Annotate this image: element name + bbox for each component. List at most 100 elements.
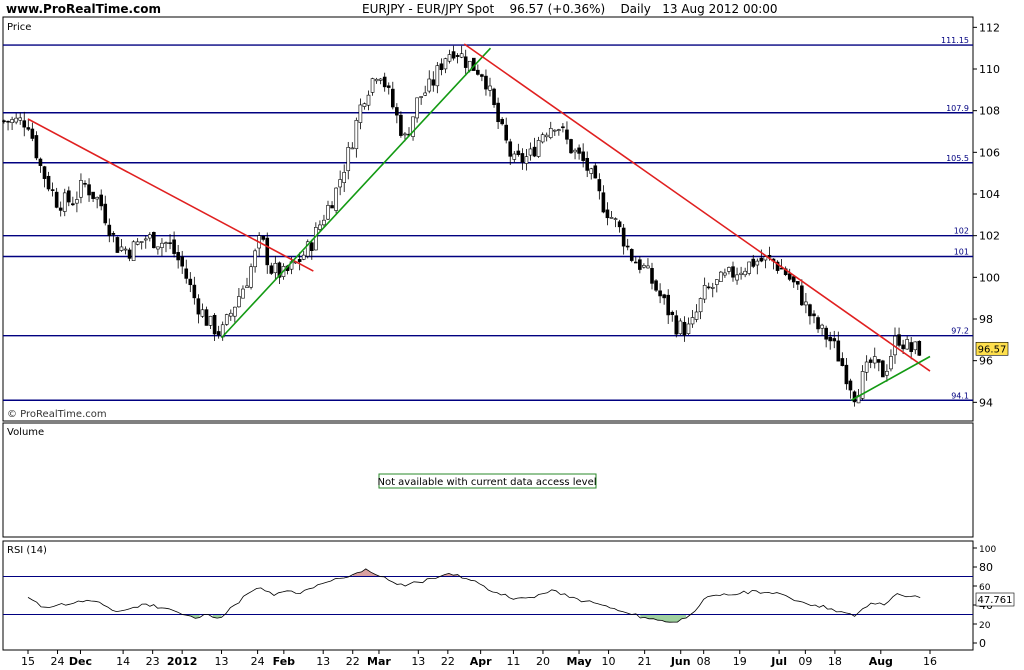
- price-tick-label: 100: [979, 271, 1000, 284]
- time-tick-label: 22: [441, 655, 455, 668]
- candle-body: [654, 280, 658, 291]
- rsi-panel[interactable]: RSI (14) 020406080100 47.761: [2, 540, 1015, 651]
- rsi-value-tag: 47.761: [975, 592, 1015, 607]
- candle-body: [184, 268, 189, 279]
- candle-body: [172, 239, 176, 254]
- trendline: [850, 355, 931, 401]
- candle-body: [67, 190, 71, 203]
- candle-body: [476, 69, 480, 75]
- candle-body: [905, 339, 909, 350]
- price-panel[interactable]: Price © ProRealTime.com 111.15 107.9 105.5…: [2, 16, 1009, 422]
- price-tick-label: 102: [979, 230, 1000, 243]
- candle-body: [386, 85, 391, 88]
- time-tick-label: 10: [602, 655, 616, 668]
- candle-body: [496, 102, 500, 123]
- candle-body: [500, 118, 504, 125]
- candle-body: [196, 298, 201, 315]
- level-label: 97.2: [951, 327, 969, 336]
- candle-body: [42, 166, 47, 179]
- candle-body: [168, 242, 172, 244]
- candle-body: [10, 119, 14, 124]
- candle-body: [613, 218, 618, 220]
- candle-body: [540, 134, 545, 143]
- candle-body: [901, 344, 905, 350]
- candle-body: [350, 147, 355, 150]
- candle-body: [338, 179, 342, 188]
- candle-body: [156, 246, 160, 250]
- candle-body: [731, 266, 735, 278]
- candle-body: [143, 238, 148, 241]
- level-lines: 111.15 107.9 105.5 102 101 97.2 94.1: [3, 36, 973, 401]
- candle-body: [735, 274, 739, 281]
- volume-notice: Not available with current data access l…: [377, 477, 596, 488]
- candle-body: [95, 196, 99, 200]
- candle-body: [492, 88, 496, 106]
- candle-body: [435, 65, 440, 87]
- candle-body: [297, 259, 302, 262]
- price-axis-ticks: 94 96 98 100 102 104 106 108 110 112: [973, 21, 1000, 409]
- candle-body: [524, 156, 529, 164]
- candle-body: [192, 284, 197, 299]
- candle-body: [188, 278, 193, 286]
- candle-body: [322, 219, 326, 226]
- candle-body: [314, 227, 318, 251]
- candle-body: [885, 370, 889, 376]
- candle-body: [26, 127, 31, 130]
- volume-panel[interactable]: Volume Not available with current data a…: [2, 422, 974, 538]
- candle-body: [480, 74, 484, 77]
- candle-body: [601, 192, 606, 213]
- candle-body: [439, 63, 444, 71]
- candle-body: [115, 237, 120, 253]
- candle-body: [787, 273, 792, 280]
- candle-body: [569, 139, 573, 154]
- candle-body: [91, 191, 95, 199]
- candle-body: [872, 356, 877, 364]
- current-price-tag-box: [975, 341, 1009, 356]
- candle-body: [844, 364, 849, 385]
- candle-body: [123, 248, 128, 251]
- candle-body: [876, 359, 881, 363]
- candle-body: [747, 261, 752, 274]
- candle-body: [621, 227, 626, 247]
- candle-body: [666, 294, 671, 316]
- watermark: © ProRealTime.com: [7, 409, 107, 420]
- candle-body: [83, 183, 87, 185]
- candle-body: [419, 96, 423, 98]
- candle-body: [305, 241, 310, 257]
- candle-body: [658, 290, 662, 297]
- candle-body: [374, 78, 379, 82]
- level-label: 102: [954, 227, 969, 236]
- candle-body: [180, 256, 184, 267]
- candle-body: [62, 192, 67, 212]
- candle-body: [609, 217, 614, 219]
- trendlines: [27, 43, 931, 401]
- candle-body: [552, 129, 557, 132]
- candle-body: [816, 317, 820, 330]
- candle-body: [561, 126, 565, 129]
- candle-body: [261, 235, 266, 240]
- site-name[interactable]: www.ProRealTime.com: [6, 2, 161, 16]
- price-tick-label: 104: [979, 188, 1000, 201]
- candle-body: [759, 257, 764, 262]
- candle-body: [897, 334, 901, 346]
- candle-body: [532, 146, 537, 157]
- candle-body: [176, 252, 180, 261]
- time-tick-label: 22: [346, 655, 360, 668]
- candle-body: [516, 150, 521, 156]
- candle-body: [403, 133, 407, 136]
- time-tick-label: 24: [251, 655, 265, 668]
- candle-body: [763, 256, 768, 261]
- candle-body: [318, 224, 322, 230]
- price-tick-label: 98: [979, 313, 993, 326]
- candle-body: [528, 148, 533, 156]
- candle-body: [50, 189, 55, 191]
- candle-body: [812, 313, 816, 317]
- time-tick-label: 2012: [167, 655, 198, 668]
- candle-body: [216, 331, 221, 336]
- candle-body: [775, 261, 780, 271]
- candle-body: [200, 309, 205, 317]
- candle-body: [719, 271, 723, 282]
- time-axis: 15 24 Dec 14 23 2012 13 24 Feb 13 22 Mar 13 22 Apr 11 20…: [21, 650, 937, 668]
- volume-panel-label: Volume: [7, 427, 44, 438]
